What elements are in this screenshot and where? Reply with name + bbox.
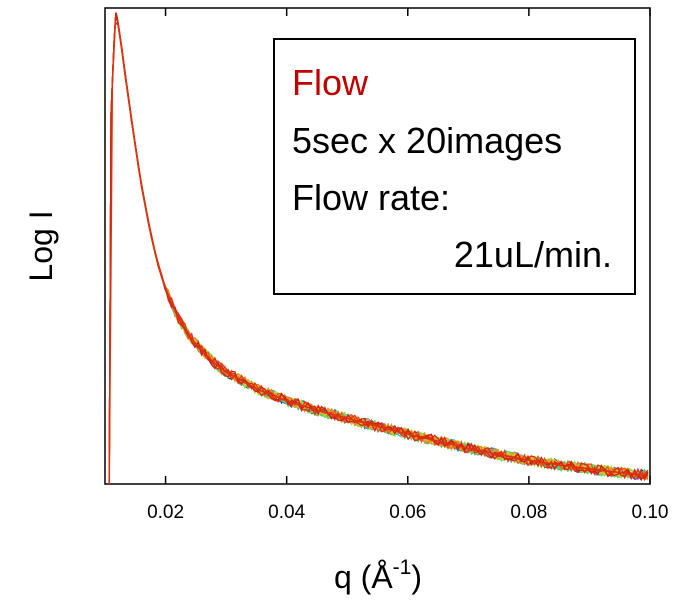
x-tick-label: 0.02 [147,502,184,523]
x-axis-tick-labels: 0.02 0.04 0.06 0.08 0.10 [147,502,668,523]
x-axis-label: q (Å-1) [334,556,422,595]
x-axis-label-base: q (Å [334,559,393,595]
x-axis-ticks [164,8,651,484]
y-axis-label: Log I [23,210,59,281]
x-axis-label-superscript: -1 [393,556,412,579]
series-line [108,12,649,485]
legend-box: Flow 5sec x 20images Flow rate: 21uL/min… [273,38,636,295]
series-line-highlight [108,20,649,485]
legend-line-2: Flow rate: [292,177,450,218]
x-axis-label-close: ) [411,559,422,595]
x-tick-label: 0.08 [510,502,547,523]
legend-line-1: 5sec x 20images [292,120,562,161]
legend-title: Flow [292,62,369,103]
plot-frame [104,7,651,485]
legend-line-3: 21uL/min. [454,234,612,275]
x-tick-label: 0.06 [389,502,426,523]
x-tick-label: 0.10 [632,502,669,523]
x-tick-label: 0.04 [268,502,305,523]
series-group [108,12,649,485]
